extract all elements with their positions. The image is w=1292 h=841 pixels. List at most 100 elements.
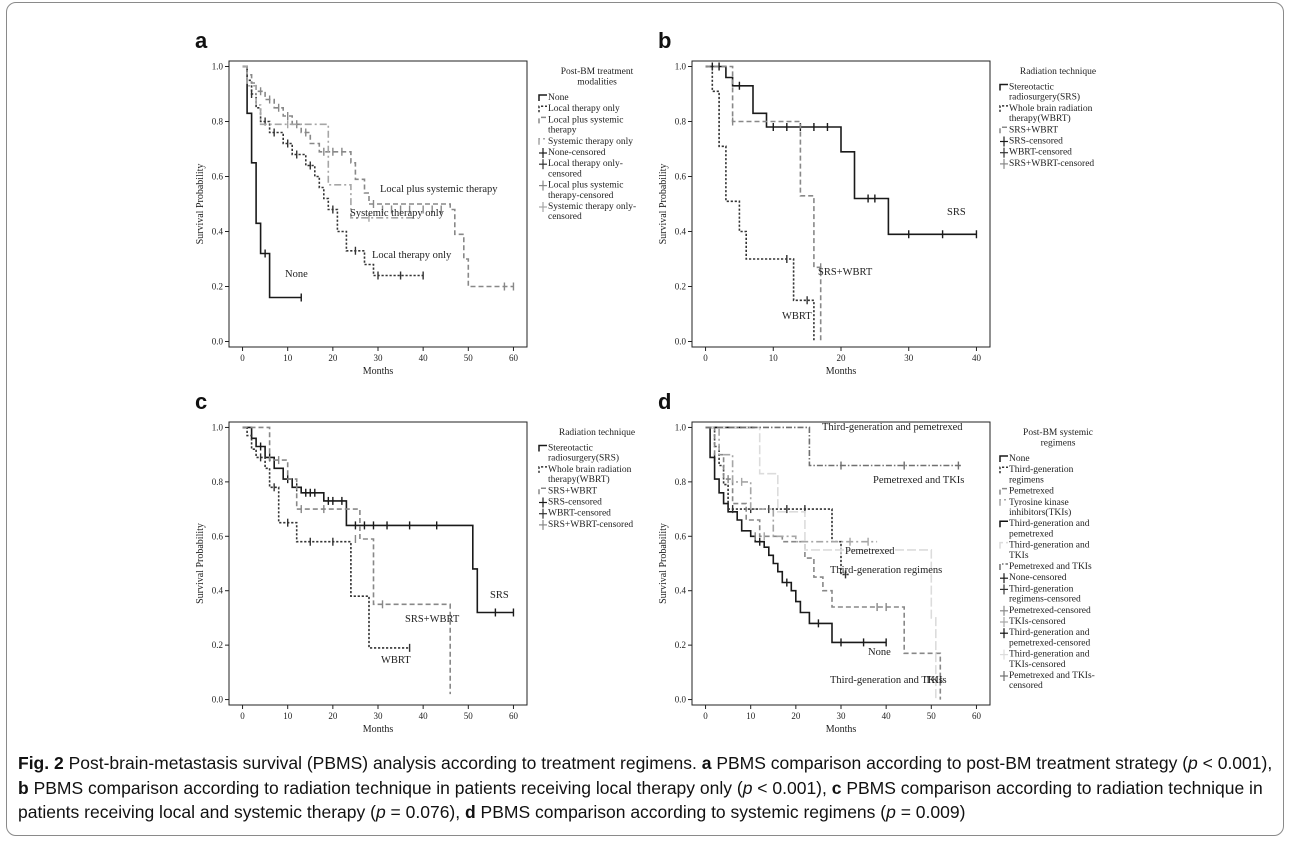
panel-b-letter: b	[658, 28, 671, 53]
panel-d-legend-entry: Third-generation and	[1009, 541, 1090, 551]
panel-a-legend-entry: censored	[548, 169, 582, 179]
panel-d-legend-entry: pemetrexed	[1009, 529, 1054, 539]
panel-b-series-line-2	[705, 65, 822, 342]
panel-c-legend-swatch	[538, 466, 547, 473]
panel-c-y-tick-label: 0.8	[212, 477, 224, 487]
caption-fig-label: Fig. 2	[18, 753, 64, 773]
panel-c-y-tick-label: 1.0	[212, 422, 224, 432]
panel-d-legend-entry: Third-generation and	[1009, 650, 1090, 660]
panel-a-annotation: None	[285, 269, 308, 280]
caption-a-text: PBMS comparison according to post-BM tre…	[711, 753, 1189, 773]
panel-a-legend-entry: None-censored	[548, 148, 606, 158]
panel-a-x-tick-label: 50	[464, 353, 474, 363]
panel-a-y-tick-label: 1.0	[212, 62, 224, 72]
panel-a-legend-entry: Systemic therapy only-	[548, 202, 636, 212]
panel-d-y-tick-label: 0.4	[675, 586, 687, 596]
panel-a-y-tick-label: 0.2	[212, 282, 223, 292]
panel-b-legend-swatch	[999, 105, 1008, 112]
panel-a-y-axis-label: Survival Probability	[195, 164, 206, 245]
panel-d-legend-swatch	[999, 563, 1008, 570]
panel-c-series-line-0	[242, 426, 514, 614]
panel-b-x-tick-label: 0	[703, 353, 708, 363]
panel-c-legend-entry: therapy(WBRT)	[548, 474, 610, 485]
panel-a-legend-entry: therapy	[548, 126, 577, 136]
panel-b-legend-swatch	[999, 126, 1008, 134]
panel-d-x-tick-label: 60	[972, 711, 982, 721]
panel-c-legend-swatch	[538, 487, 547, 495]
panel-a-annotation: Local plus systemic therapy	[380, 184, 498, 195]
panel-d-legend-title: regimens	[1041, 439, 1076, 449]
caption-c-label: c	[831, 777, 842, 798]
panel-b-legend-entry: WBRT-censored	[1009, 148, 1072, 158]
panel-a-x-tick-label: 20	[328, 353, 338, 363]
panel-d-legend-entry: Pemetrexed	[1009, 487, 1054, 497]
panel-a-x-tick-label: 60	[509, 353, 519, 363]
panel-a-series-line-3	[242, 65, 415, 219]
panel-b-y-tick-label: 0.6	[675, 172, 687, 182]
panel-a-legend-title: Post-BM treatment	[561, 67, 634, 77]
panel-b-legend-swatch	[999, 83, 1008, 91]
panel-d-legend-entry: Third-generation	[1009, 584, 1074, 594]
panel-c-series-line-1	[242, 426, 410, 649]
caption-b-label: b	[18, 777, 29, 798]
panel-c-x-axis-label: Months	[363, 724, 394, 735]
panel-c-legend-entry: radiosurgery(SRS)	[548, 453, 619, 464]
panel-b-legend-entry: SRS-censored	[1009, 137, 1063, 147]
panel-d-x-tick-label: 30	[837, 711, 847, 721]
panel-c-y-tick-label: 0.2	[212, 640, 223, 650]
panel-c-legend-title: Radiation technique	[559, 428, 635, 438]
panel-d-x-axis-label: Months	[826, 724, 857, 735]
panel-d-series-line-5	[705, 426, 937, 700]
caption-a-p: p	[1188, 753, 1198, 773]
panel-d-letter: d	[658, 389, 671, 414]
panel-d-series-line-2	[705, 426, 942, 700]
panel-d-legend-entry: None	[1009, 454, 1030, 464]
panel-d-series-line-1	[705, 426, 850, 576]
panel-c-legend-entry: SRS+WBRT	[548, 486, 597, 496]
panel-d-legend-entry: TKIs-censored	[1009, 660, 1066, 670]
panel-d-annotation: Third-generation regimens	[830, 565, 942, 576]
panel-a-series-line-2	[242, 65, 514, 288]
caption-c-p: p	[375, 802, 386, 822]
panel-d-legend-swatch	[999, 455, 1008, 462]
panel-d-legend-entry: pemetrexed-censored	[1009, 638, 1090, 648]
panel-b-series-line-0	[705, 65, 977, 236]
panel-c-y-tick-label: 0.6	[212, 531, 224, 541]
panel-a-x-tick-label: 0	[240, 353, 245, 363]
panel-d-legend-swatch	[999, 466, 1008, 474]
panel-d-x-tick-label: 20	[791, 711, 801, 721]
caption-c-pval: = 0.076),	[385, 802, 465, 822]
panel-c-legend-entry: Stereotactic	[548, 444, 593, 454]
panel-a-y-tick-label: 0.4	[212, 227, 224, 237]
figure-caption: Fig. 2 Post-brain-metastasis survival (P…	[18, 751, 1278, 825]
caption-d-p: p	[886, 802, 896, 822]
panel-a-x-tick-label: 40	[419, 353, 429, 363]
panel-c-x-tick-label: 40	[419, 711, 429, 721]
panel-c-x-tick-label: 10	[283, 711, 293, 721]
panel-d-y-tick-label: 0.6	[675, 531, 687, 541]
panel-a-annotation: Systemic therapy only	[350, 208, 445, 219]
panel-c-letter: c	[195, 389, 207, 414]
panel-d-x-tick-label: 50	[927, 711, 937, 721]
panel-d-legend-swatch	[999, 487, 1008, 495]
panel-b-x-tick-label: 20	[837, 353, 847, 363]
panel-d-legend-entry: TKIs	[1009, 551, 1029, 561]
panel-a-y-tick-label: 0.0	[212, 337, 224, 347]
panel-d-legend-entry: Pemetrexed-censored	[1009, 606, 1091, 616]
panel-a-legend-swatch	[538, 105, 547, 113]
panel-d-series-line-3	[705, 426, 878, 543]
panel-a-legend-entry: Systemic therapy only	[548, 137, 633, 147]
panel-b-legend-entry: therapy(WBRT)	[1009, 113, 1071, 124]
panel-b-legend-entry: radiosurgery(SRS)	[1009, 92, 1080, 103]
panel-c-legend-entry: SRS+WBRT-censored	[548, 520, 633, 530]
panel-d-y-tick-label: 0.8	[675, 477, 687, 487]
panel-d-legend-entry: regimens	[1009, 475, 1044, 485]
panel-a-legend-swatch	[538, 116, 547, 124]
panel-c-annotation: SRS+WBRT	[405, 614, 460, 625]
panel-c-y-axis-label: Survival Probability	[195, 523, 206, 604]
panel-d-annotation: Third-generation and pemetrexed	[822, 422, 963, 433]
panel-a-x-tick-label: 10	[283, 353, 293, 363]
panel-a-letter: a	[195, 28, 208, 53]
panel-c-x-tick-label: 20	[328, 711, 338, 721]
caption-b-p: p	[742, 777, 753, 798]
